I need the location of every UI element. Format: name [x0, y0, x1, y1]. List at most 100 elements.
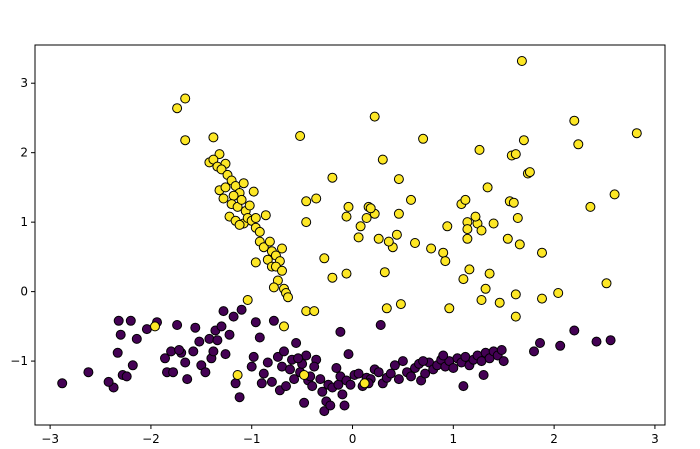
data-point-class-1 [514, 239, 525, 250]
data-point-class-1 [442, 221, 453, 232]
data-point-class-1 [462, 233, 473, 244]
data-point-class-1 [393, 174, 404, 185]
data-point-class-0 [220, 349, 231, 360]
data-point-class-0 [127, 360, 138, 371]
data-point-class-0 [555, 340, 566, 351]
data-point-class-1 [283, 292, 293, 303]
data-point-class-0 [438, 350, 449, 361]
data-point-class-0 [375, 320, 386, 330]
x-tick-label: −2 [142, 432, 160, 446]
data-point-class-0 [569, 325, 580, 336]
data-point-class-1 [172, 103, 183, 114]
data-point-class-0 [385, 368, 396, 379]
data-point-class-0 [180, 357, 191, 368]
data-point-class-1 [208, 132, 219, 143]
data-point-class-1 [395, 299, 406, 310]
x-tick-label: 0 [349, 432, 357, 446]
data-point-class-0 [113, 315, 124, 326]
data-point-class-0 [194, 336, 205, 347]
data-point-class-0 [228, 311, 239, 322]
data-point-class-1 [250, 257, 261, 268]
data-point-class-1 [537, 293, 547, 304]
data-point-class-0 [131, 333, 142, 344]
data-point-class-1 [631, 128, 642, 139]
data-point-class-1 [180, 93, 191, 104]
data-point-class-0 [605, 335, 616, 346]
data-point-class-0 [172, 320, 183, 330]
data-point-class-1 [510, 311, 521, 322]
data-point-class-1 [258, 242, 269, 253]
data-point-class-1 [277, 243, 287, 254]
data-point-class-1 [524, 167, 535, 178]
data-point-class-0 [262, 357, 273, 368]
data-point-class-1 [383, 236, 394, 247]
data-point-class-1 [438, 247, 449, 258]
data-point-class-1 [476, 225, 487, 236]
data-point-class-1 [238, 178, 249, 189]
data-point-class-0 [218, 306, 229, 317]
data-point-class-0 [279, 346, 289, 357]
data-point-class-1 [279, 321, 289, 332]
data-point-class-1 [418, 133, 429, 144]
data-point-class-1 [236, 194, 247, 205]
data-point-class-1 [460, 194, 471, 205]
data-point-class-1 [410, 238, 420, 248]
data-point-class-0 [373, 367, 384, 378]
data-point-class-1 [301, 196, 312, 207]
data-point-class-0 [307, 381, 318, 392]
data-point-class-1 [510, 289, 521, 300]
data-point-class-1 [474, 144, 485, 155]
data-point-class-1 [365, 203, 376, 214]
data-point-class-1 [573, 139, 584, 150]
data-point-class-0 [458, 381, 469, 392]
data-point-class-1 [250, 213, 261, 223]
data-point-class-1 [440, 256, 451, 267]
data-point-class-1 [480, 283, 491, 294]
data-point-class-1 [309, 306, 320, 317]
data-point-class-1 [484, 268, 495, 279]
data-point-class-0 [345, 379, 356, 390]
data-point-class-1 [585, 201, 596, 212]
data-point-class-0 [285, 364, 295, 375]
data-point-class-1 [319, 253, 330, 264]
data-point-class-1 [355, 221, 366, 232]
data-point-class-0 [496, 345, 507, 355]
data-point-class-1 [516, 56, 527, 66]
data-point-class-0 [216, 321, 227, 332]
data-point-class-0 [420, 368, 431, 379]
data-point-class-0 [272, 351, 283, 362]
data-point-class-1 [482, 182, 493, 193]
data-point-class-1 [268, 282, 279, 293]
data-point-class-1 [406, 194, 416, 205]
data-points [57, 56, 642, 417]
data-point-class-1 [180, 135, 191, 146]
data-point-class-1 [248, 186, 259, 197]
data-point-class-1 [601, 278, 612, 289]
data-point-class-1 [553, 288, 564, 298]
data-point-class-1 [220, 182, 231, 193]
data-point-class-0 [200, 367, 211, 378]
data-point-class-0 [397, 356, 408, 367]
data-point-class-1 [518, 135, 529, 146]
data-point-class-0 [337, 389, 348, 400]
data-point-class-0 [393, 374, 404, 385]
data-point-class-1 [341, 211, 352, 222]
data-point-class-1 [327, 272, 338, 283]
data-point-class-0 [224, 329, 235, 340]
data-point-class-1 [260, 210, 271, 221]
data-point-class-0 [478, 370, 489, 380]
data-point-class-0 [125, 315, 136, 326]
data-point-class-1 [381, 303, 392, 314]
data-point-class-1 [232, 370, 243, 380]
data-point-class-0 [317, 386, 328, 397]
data-point-class-0 [281, 381, 291, 392]
data-point-class-1 [214, 149, 225, 160]
y-tick-label: 2 [20, 146, 28, 160]
data-point-class-0 [448, 363, 459, 373]
data-point-class-1 [218, 193, 229, 204]
data-point-class-1 [512, 213, 523, 223]
data-point-class-1 [254, 226, 265, 237]
data-point-class-1 [470, 211, 481, 222]
data-point-class-0 [325, 400, 336, 411]
x-tick-label: −3 [41, 432, 59, 446]
